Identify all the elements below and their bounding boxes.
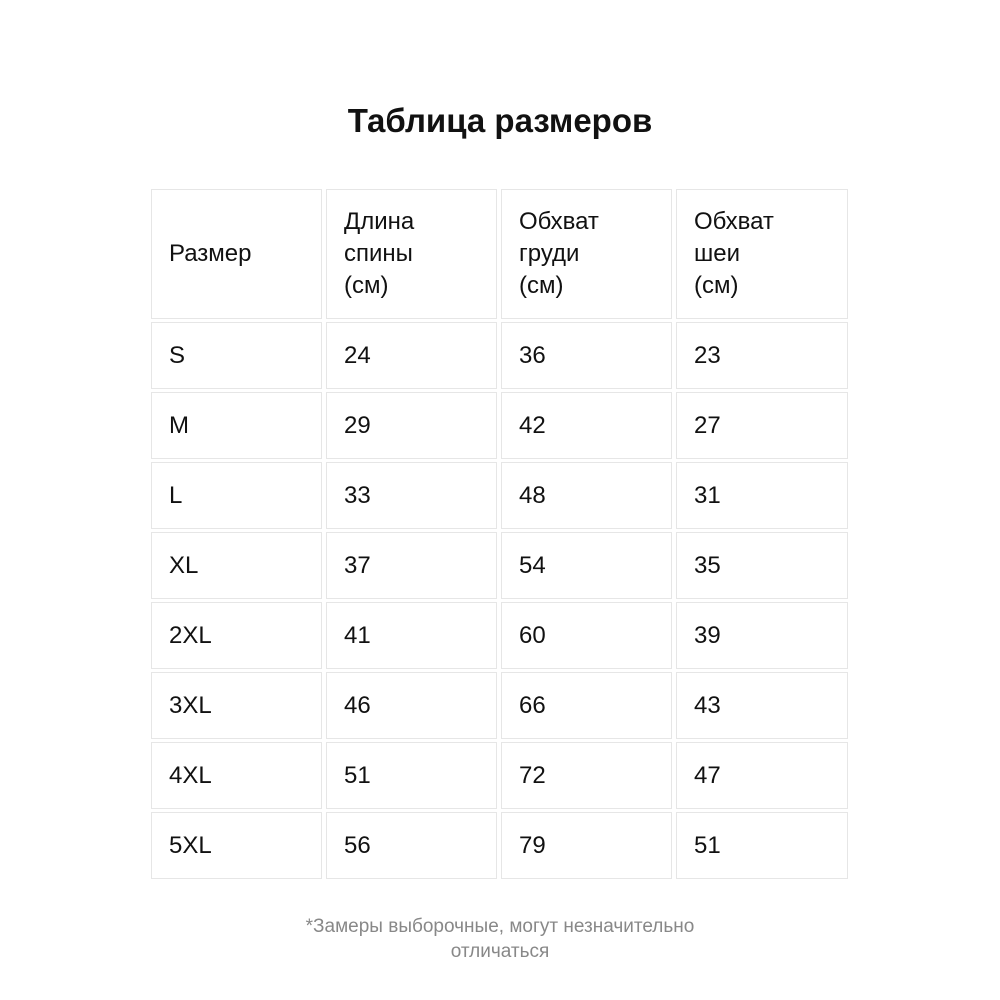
value-cell: 36 [501, 322, 672, 389]
size-cell: 2XL [151, 602, 322, 669]
value-cell: 51 [326, 742, 497, 809]
value-cell: 35 [676, 532, 848, 599]
size-cell: XL [151, 532, 322, 599]
value-cell: 43 [676, 672, 848, 739]
size-table: Размер Длина спины (см) Обхват груди (см) Обхва… [151, 189, 848, 879]
size-cell: L [151, 462, 322, 529]
value-cell: 24 [326, 322, 497, 389]
header-text: шеи [694, 240, 741, 267]
value-cell: 27 [676, 392, 848, 459]
header-text: Размер [169, 240, 252, 267]
value-cell: 33 [326, 462, 497, 529]
value-cell: 41 [326, 602, 497, 669]
value-cell: 37 [326, 532, 497, 599]
size-cell: 5XL [151, 812, 322, 879]
header-cell: Размер [151, 189, 322, 319]
size-cell: M [151, 392, 322, 459]
header-text: Длина [344, 208, 415, 235]
footnote: *Замеры выборочные, могут незначительно … [0, 914, 1000, 964]
value-cell: 54 [501, 532, 672, 599]
header-text: (см) [344, 272, 389, 299]
value-cell: 31 [676, 462, 848, 529]
header-text: Обхват [519, 208, 599, 235]
value-cell: 60 [501, 602, 672, 669]
value-cell: 79 [501, 812, 672, 879]
value-cell: 56 [326, 812, 497, 879]
size-cell: 4XL [151, 742, 322, 809]
header-text: груди [519, 240, 580, 267]
header-cell: Обхват груди (см) [501, 189, 672, 319]
header-cell: Длина спины (см) [326, 189, 497, 319]
value-cell: 46 [326, 672, 497, 739]
size-cell: S [151, 322, 322, 389]
value-cell: 39 [676, 602, 848, 669]
page-title: Таблица размеров [347, 102, 653, 139]
value-cell: 66 [501, 672, 672, 739]
footnote-line: отличаться [450, 941, 550, 962]
header-text: (см) [694, 272, 739, 299]
value-cell: 42 [501, 392, 672, 459]
value-cell: 51 [676, 812, 848, 879]
size-cell: 3XL [151, 672, 322, 739]
footnote-line: *Замеры выборочные, могут незначительно [305, 916, 695, 937]
header-text: Обхват [694, 208, 774, 235]
header-text: спины [344, 240, 413, 267]
header-cell: Обхват шеи (см) [676, 189, 848, 319]
value-cell: 48 [501, 462, 672, 529]
value-cell: 72 [501, 742, 672, 809]
value-cell: 47 [676, 742, 848, 809]
value-cell: 29 [326, 392, 497, 459]
header-text: (см) [519, 272, 564, 299]
value-cell: 23 [676, 322, 848, 389]
